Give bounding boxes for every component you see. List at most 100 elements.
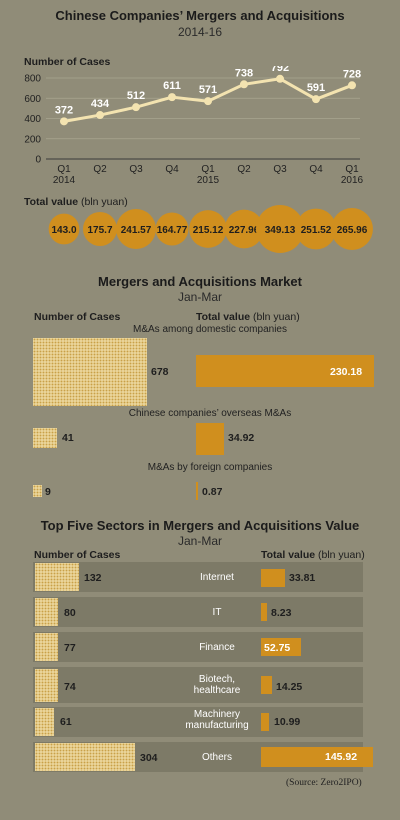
data-label: 591 — [307, 82, 325, 94]
value-bar-it — [261, 603, 267, 621]
cases-dots-overseas — [33, 428, 57, 448]
value-bubble — [189, 210, 227, 248]
x-tick-label: Q3 — [273, 164, 287, 175]
bubble-label: 349.13 — [265, 225, 296, 236]
x-tick-label: Q1 — [345, 164, 359, 175]
y-tick-label: 400 — [24, 114, 41, 125]
value-bubble — [224, 209, 264, 249]
data-point — [204, 97, 212, 106]
cases-dots-machinery — [35, 708, 54, 736]
value-bar-machinery — [261, 713, 269, 731]
chart1-title: Chinese Companies’ Mergers and Acquisiti… — [55, 8, 345, 23]
x-tick-label: Q1 — [57, 164, 71, 175]
data-label: 434 — [91, 98, 110, 110]
data-label: 738 — [235, 67, 253, 79]
value-bar-overseas — [196, 423, 224, 455]
data-label: 792 — [271, 66, 289, 74]
cases-value-machinery: 61 — [60, 716, 72, 728]
chart1-subtitle: 2014-16 — [177, 25, 223, 39]
data-point — [312, 95, 320, 104]
data-point — [60, 117, 68, 126]
source-note: (Source: Zero2IPO) — [286, 778, 362, 788]
bubble-label: 241.57 — [121, 225, 152, 236]
value-bar-domestic — [196, 355, 374, 387]
data-point — [240, 80, 248, 89]
cases-value-foreign: 9 — [45, 486, 51, 498]
sector-band-internet — [33, 562, 363, 592]
data-label: 372 — [55, 104, 73, 116]
cases-value-biotech: 74 — [64, 681, 76, 693]
sector-band-finance — [33, 632, 363, 662]
cases-value-others: 304 — [140, 752, 158, 764]
bubble-label: 227.96 — [229, 225, 260, 236]
chart3-title: Top Five Sectors in Mergers and Acquisit… — [40, 518, 360, 533]
cases-dots-it — [35, 598, 58, 626]
cases-dots-internet — [35, 563, 79, 591]
cases-dots-others — [35, 743, 135, 771]
value-bar-biotech — [261, 676, 272, 694]
cases-dots-finance — [35, 633, 58, 661]
value-bubble — [82, 211, 118, 247]
data-point — [132, 103, 140, 112]
value-bubble — [155, 212, 189, 246]
cases-value-internet: 132 — [84, 572, 102, 584]
chart3-subtitle: Jan-Mar — [177, 534, 222, 548]
y-tick-label: 200 — [24, 134, 41, 145]
row-label-overseas: Chinese companies’ overseas M&As — [128, 408, 292, 419]
x-tick-label: Q4 — [165, 164, 179, 175]
y-tick-label: 0 — [35, 155, 41, 166]
value-label-internet: 33.81 — [289, 572, 316, 584]
data-label: 728 — [343, 68, 361, 80]
value-bubble — [295, 208, 337, 250]
cases-value-overseas: 41 — [62, 432, 74, 444]
sector-band-it — [33, 597, 363, 627]
x-tick-label: Q2 — [93, 164, 107, 175]
data-point — [348, 81, 356, 90]
data-point — [168, 93, 176, 102]
chart3-value-header: Total value (bln yuan) — [261, 549, 365, 561]
y-tick-label: 800 — [24, 74, 41, 85]
total-value-label: Total value (bln yuan) — [24, 196, 128, 208]
chart2-subtitle: Jan-Mar — [177, 290, 222, 304]
cases-dots-foreign — [33, 485, 42, 497]
row-label-domestic: M&As among domestic companies — [133, 324, 287, 335]
bubble-label: 265.96 — [337, 225, 368, 236]
value-bubble — [48, 213, 80, 245]
cases-value-it: 80 — [64, 607, 76, 619]
value-bubble — [256, 205, 304, 253]
x-tick-label: Q3 — [129, 164, 143, 175]
value-label-machinery: 10.99 — [274, 716, 301, 728]
data-point — [276, 74, 284, 83]
bubble-label: 251.52 — [301, 225, 332, 236]
cases-dots-domestic — [33, 338, 147, 406]
cases-dots-biotech — [35, 669, 58, 702]
sector-label-biotech: Biotech, healthcare — [193, 674, 241, 696]
value-bar-internet — [261, 569, 285, 587]
value-label-it: 8.23 — [271, 607, 292, 619]
bubble-label: 143.0 — [51, 225, 76, 236]
value-bubble — [331, 208, 373, 250]
y-tick-label: 600 — [24, 94, 41, 105]
x-tick-label: Q2 — [237, 164, 251, 175]
value-label-biotech: 14.25 — [276, 681, 303, 693]
sector-label-finance: Finance — [199, 642, 235, 653]
x-tick-label: Q4 — [309, 164, 323, 175]
data-label: 512 — [127, 90, 145, 102]
bubble-label: 175.7 — [87, 225, 112, 236]
data-label: 571 — [199, 84, 217, 96]
bubble-row: 143.0 175.7 241.57 164.77 215.12 227.96 349.13… — [48, 205, 373, 253]
cases-value-domestic: 678 — [151, 366, 169, 378]
chart2-value-header: Total value (bln yuan) — [196, 311, 300, 323]
bubble-label: 164.77 — [157, 225, 188, 236]
chart1-y-label: Number of Cases — [24, 56, 111, 68]
sector-band-biotech — [33, 667, 363, 703]
value-bar-foreign — [196, 482, 198, 500]
x-tick-label: 2016 — [341, 175, 364, 186]
bubble-label: 215.12 — [193, 225, 224, 236]
value-bubble — [116, 209, 156, 249]
cases-value-finance: 77 — [64, 642, 76, 654]
value-bar-finance — [261, 638, 301, 656]
row-label-foreign: M&As by foreign companies — [147, 462, 273, 473]
x-tick-label: Q1 — [201, 164, 215, 175]
sector-band-machinery — [33, 707, 363, 737]
